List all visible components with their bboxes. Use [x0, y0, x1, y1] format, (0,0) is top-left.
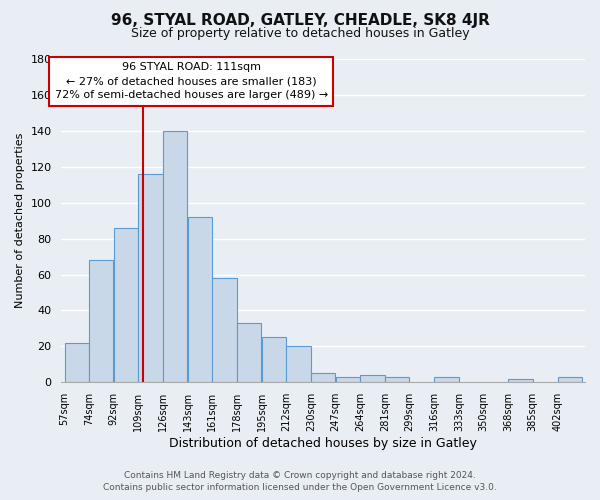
Bar [212, 278, 236, 382]
Bar [557, 377, 582, 382]
Text: 96, STYAL ROAD, GATLEY, CHEADLE, SK8 4JR: 96, STYAL ROAD, GATLEY, CHEADLE, SK8 4JR [110, 12, 490, 28]
Bar [237, 323, 262, 382]
X-axis label: Distribution of detached houses by size in Gatley: Distribution of detached houses by size … [169, 437, 477, 450]
Y-axis label: Number of detached properties: Number of detached properties [15, 133, 25, 308]
Bar [89, 260, 113, 382]
Bar [188, 217, 212, 382]
Bar [336, 377, 360, 382]
Text: 96 STYAL ROAD: 111sqm
← 27% of detached houses are smaller (183)
72% of semi-det: 96 STYAL ROAD: 111sqm ← 27% of detached … [55, 62, 328, 100]
Text: Contains HM Land Registry data © Crown copyright and database right 2024.
Contai: Contains HM Land Registry data © Crown c… [103, 471, 497, 492]
Bar [385, 377, 409, 382]
Bar [163, 131, 187, 382]
Bar [311, 374, 335, 382]
Bar [262, 338, 286, 382]
Bar [508, 379, 533, 382]
Bar [434, 377, 458, 382]
Bar [65, 343, 89, 382]
Text: Size of property relative to detached houses in Gatley: Size of property relative to detached ho… [131, 28, 469, 40]
Bar [286, 346, 311, 382]
Bar [139, 174, 163, 382]
Bar [114, 228, 138, 382]
Bar [361, 375, 385, 382]
